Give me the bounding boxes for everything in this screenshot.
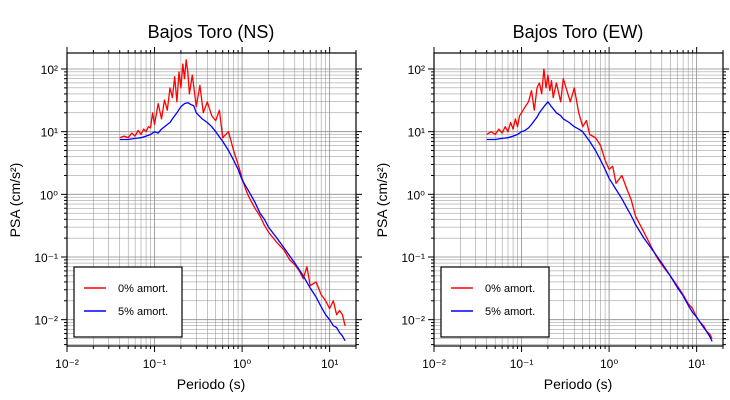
x-tick-label: 10⁻¹ (143, 357, 167, 371)
x-tick-label: 10⁻² (422, 357, 446, 371)
series-line-damped (486, 101, 713, 342)
x-tick-label: 10⁻¹ (510, 357, 534, 371)
y-axis-label: PSA (cm/s²) (374, 163, 390, 238)
x-tick-label: 10⁻² (55, 357, 79, 371)
y-tick-label: 10¹ (41, 126, 58, 140)
series-line-undamped (119, 59, 346, 326)
legend-label-undamped: 0% amort. (118, 283, 168, 295)
y-axis-label: PSA (cm/s²) (7, 163, 23, 238)
ticks: 10⁻² 10⁻¹ 10⁰ 10¹ 10⁻² 10⁻¹ 10⁰ 10¹ 10² (401, 47, 729, 371)
y-tick-label: 10⁰ (40, 188, 58, 202)
y-tick-label: 10⁻¹ (401, 251, 425, 265)
grid (433, 53, 724, 346)
y-tick-label: 10⁻² (34, 314, 58, 328)
legend-label-undamped: 0% amort. (485, 283, 535, 295)
series-line-damped (119, 102, 346, 342)
plot-frame (66, 52, 357, 347)
x-tick-label: 10¹ (688, 357, 705, 371)
series-layer (486, 68, 713, 342)
x-tick-label: 10⁰ (233, 357, 251, 371)
y-tick-label: 10⁻¹ (34, 251, 58, 265)
legend-label-damped: 5% amort. (485, 306, 535, 318)
legend: 0% amort. 5% amort. (73, 266, 183, 338)
y-tick-label: 10² (408, 63, 425, 77)
chart-title: Bajos Toro (NS) (148, 22, 275, 42)
y-tick-label: 10⁰ (407, 188, 425, 202)
chart-ew: Bajos Toro (EW) 10⁻² 10⁻¹ 10⁰ 10¹10⁻²10⁻¹10… (374, 22, 729, 392)
x-tick-label: 10⁰ (600, 357, 618, 371)
legend: 0% amort. 5% amort. (440, 266, 550, 338)
legend-label-damped: 5% amort. (118, 306, 168, 318)
x-axis-label: Periodo (s) (177, 376, 245, 392)
ticks: 10⁻² 10⁻¹ 10⁰ 10¹ 10⁻² 10⁻¹ 10⁰ 10¹ 10² (34, 47, 362, 371)
series-layer (119, 59, 346, 342)
x-tick-label: 10¹ (321, 357, 338, 371)
chart-title: Bajos Toro (EW) (513, 22, 644, 42)
y-tick-label: 10¹ (408, 126, 425, 140)
y-tick-label: 10⁻² (401, 314, 425, 328)
x-axis-label: Periodo (s) (544, 376, 612, 392)
legend-box (440, 266, 550, 338)
chart-ns: Bajos Toro (NS) 10⁻² 10⁻¹ 10⁰ 10¹10⁻²10⁻¹10… (7, 22, 362, 392)
legend-box (73, 266, 183, 338)
y-tick-label: 10² (41, 63, 58, 77)
plot-frame (433, 52, 724, 347)
